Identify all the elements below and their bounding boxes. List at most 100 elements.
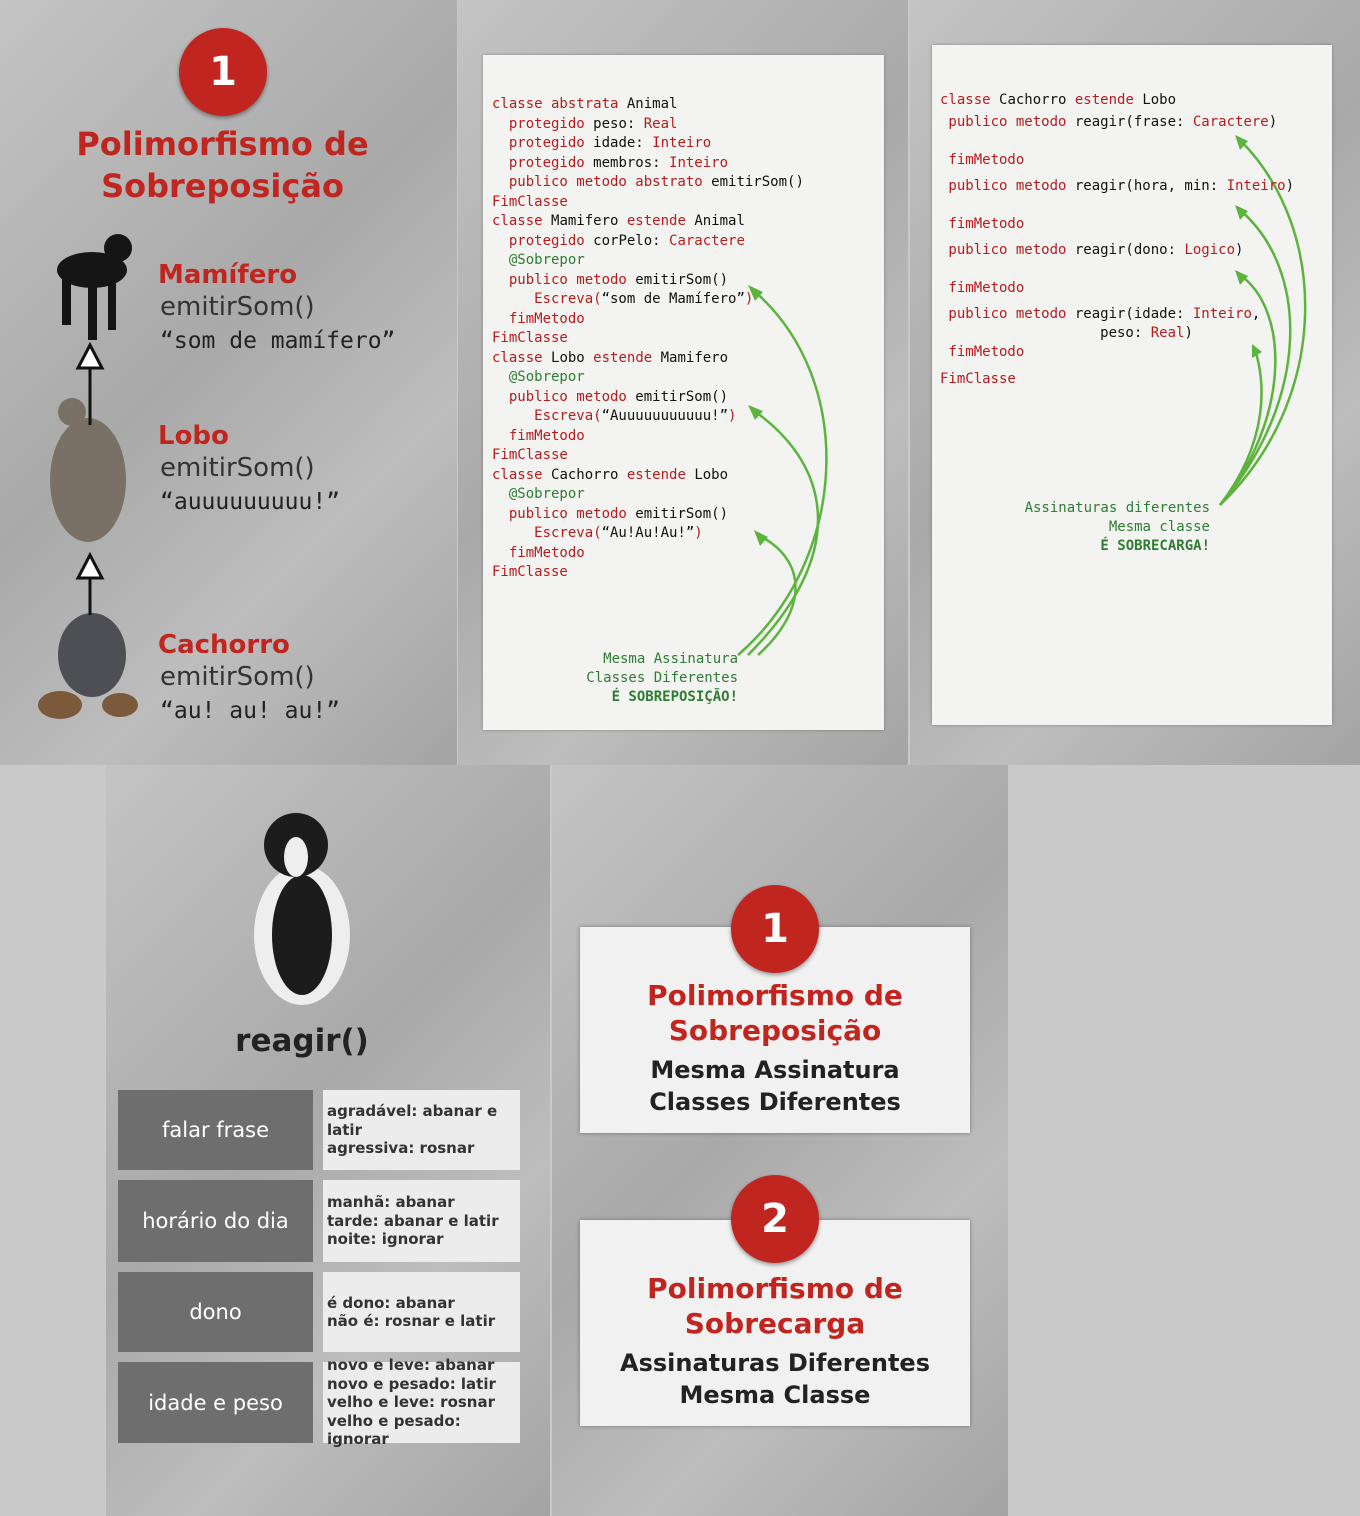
code-token: Escreva( — [492, 408, 602, 424]
code-line: classe Cachorro estende Lobo — [940, 92, 1176, 108]
card-title: Sobreposição — [668, 1014, 882, 1047]
code-token: publico metodo — [940, 242, 1075, 258]
code-token: “som de Mamífero” — [601, 291, 745, 307]
code-line: @Sobrepor — [492, 252, 585, 268]
code-token: classe — [940, 92, 1000, 108]
code-line: publico metodo reagir(dono: Logico) — [940, 242, 1243, 258]
code-line: fimMetodo — [940, 216, 1024, 232]
sound: “auuuuuuuuu!” — [160, 489, 341, 515]
row-value: velho e leve: rosnar — [327, 1393, 496, 1412]
code-token: corPelo: — [593, 232, 670, 249]
code-token: FimClasse — [940, 371, 1016, 387]
code-token: Lobo — [694, 466, 729, 483]
code-token: classe — [492, 349, 552, 366]
wolf-image — [50, 398, 126, 542]
code-token: peso: — [940, 325, 1151, 341]
dog-silhouette — [57, 234, 132, 340]
code-line: fimMetodo — [492, 428, 585, 444]
code-token: idade: — [593, 135, 653, 151]
code-token: Cachorro — [999, 92, 1075, 108]
code-token: ) — [1268, 114, 1278, 130]
code-token: fimMetodo — [940, 280, 1025, 296]
code-token: Mamifero — [551, 213, 627, 229]
code-token: fimMetodo — [940, 152, 1025, 168]
puppy-image — [38, 613, 138, 719]
row-value: agressiva: rosnar — [327, 1139, 475, 1158]
code-token: ) — [694, 525, 703, 541]
method: emitirSom() — [160, 662, 315, 692]
code-token: Caractere — [669, 232, 745, 249]
code-token: classe abstrata — [492, 96, 627, 112]
code-token: emitirSom() — [711, 174, 804, 190]
code-token: Inteiro — [1226, 178, 1286, 194]
method: emitirSom() — [160, 453, 315, 483]
class-name: Mamífero — [158, 260, 298, 290]
row-value: agradável: abanar e latir — [327, 1102, 498, 1139]
code-token: “Auuuuuuuuuuu!” — [601, 408, 729, 424]
note: Assinaturas diferentes — [1024, 500, 1210, 516]
code-token: publico metodo — [940, 306, 1075, 322]
class-name: Cachorro — [158, 630, 290, 660]
code-token: publico metodo — [492, 505, 636, 522]
card-subtitle: Assinaturas Diferentes — [620, 1349, 930, 1377]
code-line: fimMetodo — [940, 344, 1024, 360]
code-token: ) — [1285, 178, 1295, 194]
code-token: peso: — [593, 115, 644, 132]
code-line: fimMetodo — [492, 545, 585, 561]
class-name: Lobo — [158, 421, 229, 451]
code-token: reagir(frase: — [1074, 114, 1193, 130]
code-line: publico metodo abstrato emitirSom() — [492, 174, 804, 190]
method: emitirSom() — [160, 292, 315, 322]
code-token: emitirSom() — [635, 271, 729, 288]
code-line: FimClasse — [940, 371, 1016, 387]
code-line: classe Lobo estende Mamifero — [492, 350, 728, 366]
code-line: Escreva(“som de Mamífero”) — [492, 291, 753, 307]
code-token: “Au!Au!Au!” — [601, 525, 695, 541]
code-line: protegido idade: Inteiro — [492, 135, 711, 151]
panel-react-table: reagir() falar frase agradável: abanar e l… — [106, 765, 550, 1516]
code-token: estende — [626, 213, 695, 229]
code-line: fimMetodo — [492, 311, 585, 327]
row-values: novo e leve: abanar novo e pesado: latir v… — [323, 1356, 520, 1448]
code-token: ) — [744, 291, 754, 307]
note: Classes Diferentes — [586, 670, 738, 686]
card-subtitle: Mesma Assinatura — [650, 1056, 900, 1084]
code-token: publico metodo — [940, 178, 1075, 194]
paper — [932, 45, 1332, 725]
code-token: membros: — [593, 154, 670, 171]
code-token: emitirSom() — [635, 388, 729, 405]
code-token: FimClasse — [492, 193, 568, 210]
code-token: classe — [492, 213, 552, 229]
title: reagir() — [235, 1023, 369, 1059]
code-token: estende — [626, 466, 695, 483]
code-token: FimClasse — [492, 330, 568, 346]
code-token: Cachorro — [551, 466, 627, 483]
code-line: publico metodo reagir(frase: Caractere) — [940, 114, 1277, 130]
code-line: FimClasse — [492, 330, 568, 346]
code-line: publico metodo reagir(idade: Inteiro, — [940, 306, 1260, 322]
code-token: publico metodo — [940, 114, 1075, 130]
code-token: protegido — [492, 115, 594, 132]
code-token: Logico — [1184, 242, 1236, 258]
card-subtitle: Classes Diferentes — [649, 1088, 901, 1116]
code-token: protegido — [492, 232, 594, 249]
code-token: FimClasse — [492, 564, 568, 580]
code-line: FimClasse — [492, 194, 568, 210]
code-token: estende — [1074, 92, 1143, 108]
code-line: classe Cachorro estende Lobo — [492, 467, 728, 483]
sound: “au! au! au!” — [160, 698, 341, 724]
code-token: fimMetodo — [940, 216, 1025, 232]
code-token: classe — [492, 466, 552, 483]
code-token: @Sobrepor — [492, 369, 585, 385]
code-line: publico metodo emitirSom() — [492, 506, 728, 522]
code-token: , — [1251, 306, 1261, 322]
row-value: manhã: abanar — [327, 1193, 455, 1212]
code-token: publico metodo — [492, 271, 636, 288]
hierarchy-graphics — [38, 234, 138, 719]
row-value: novo e leve: abanar — [327, 1356, 495, 1375]
panel-overload-code: classe Cachorro estende Lobo publico met… — [910, 0, 1360, 765]
card-title: Polimorfismo de — [647, 979, 903, 1012]
code-token: fimMetodo — [940, 344, 1025, 360]
note: Mesma Assinatura — [603, 651, 738, 667]
